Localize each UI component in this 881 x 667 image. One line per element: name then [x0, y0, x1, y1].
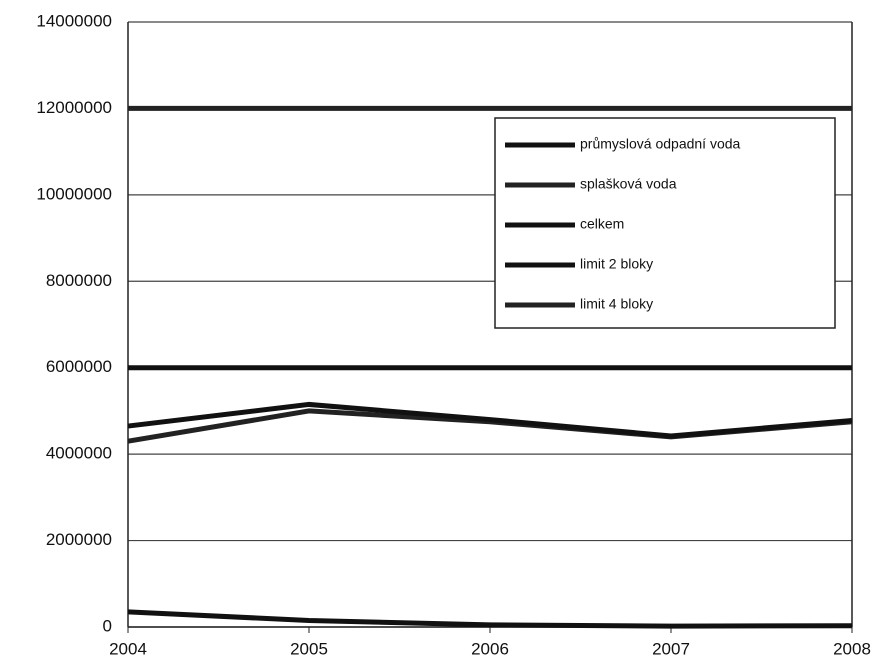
y-tick-label: 2000000	[46, 530, 112, 549]
legend-label: splašková voda	[580, 176, 677, 192]
legend-label: celkem	[580, 216, 624, 232]
y-tick-label: 0	[103, 616, 112, 635]
y-tick-label: 12000000	[36, 98, 112, 117]
y-tick-label: 6000000	[46, 357, 112, 376]
x-tick-label: 2008	[833, 639, 871, 658]
legend-label: limit 2 bloky	[580, 256, 653, 272]
y-tick-label: 10000000	[36, 184, 112, 203]
legend: průmyslová odpadní voda splašková voda cel…	[494, 117, 836, 329]
x-tick-label: 2007	[652, 639, 690, 658]
x-tick-label: 2005	[290, 639, 328, 658]
x-tick-label: 2006	[471, 639, 509, 658]
y-tick-label: 8000000	[46, 271, 112, 290]
y-tick-label: 4000000	[46, 444, 112, 463]
legend-label: průmyslová odpadní voda	[580, 136, 741, 152]
y-tick-label: 14000000	[36, 11, 112, 30]
series-line	[127, 609, 853, 629]
legend-label: limit 4 bloky	[580, 296, 653, 312]
series-line	[127, 401, 853, 439]
x-tick-label: 2004	[109, 639, 147, 658]
